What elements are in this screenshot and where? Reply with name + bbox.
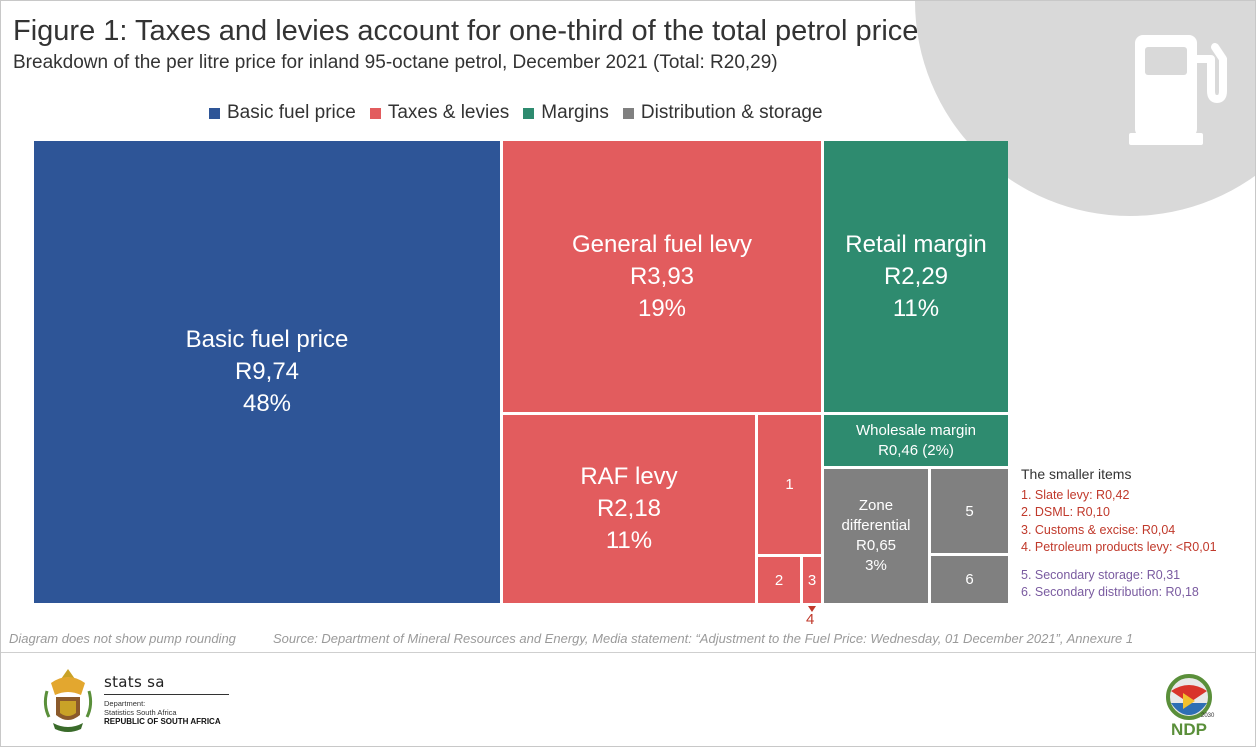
chart-title: Figure 1: Taxes and levies account for o… [13, 15, 919, 47]
tile-label: RAF levy [580, 463, 678, 490]
tile-raf-levy: RAF levy R2,18 11% [503, 415, 755, 603]
tile-label: Basic fuel price [185, 326, 349, 353]
legend: Basic fuel price Taxes & levies Margins … [209, 102, 823, 124]
tile-number: 3 [807, 571, 817, 589]
tile-customs-excise: 3 [803, 557, 821, 603]
smaller-items-heading: The smaller items [1021, 466, 1132, 482]
tile-dsml: 2 [758, 557, 800, 603]
tile-general-fuel-levy: General fuel levy R3,93 19% [503, 141, 821, 412]
stats-sa-name: stats sa [104, 673, 165, 691]
tile-value: R0,46 (2%) [878, 441, 954, 459]
coat-of-arms-icon [43, 669, 93, 732]
logo-rule [104, 694, 229, 695]
legend-label: Basic fuel price [227, 102, 356, 123]
tile-secondary-storage: 5 [931, 469, 1008, 553]
rounding-note: Diagram does not show pump rounding [9, 631, 236, 646]
stats-sa-logo: stats sa Department: Statistics South Af… [104, 673, 244, 727]
smaller-item: 6. Secondary distribution: R0,18 [1021, 585, 1199, 599]
tile-wholesale-margin: Wholesale margin R0,46 (2%) [824, 415, 1008, 466]
list-spacer [1021, 557, 1217, 567]
tile-percent: 48% [242, 390, 292, 417]
ndp-2030-logo: 2030 NDP [1166, 674, 1215, 739]
smaller-item: 2. DSML: R0,10 [1021, 505, 1110, 519]
legend-swatch [523, 107, 535, 119]
tile-slate-levy: 1 [758, 415, 821, 554]
tile-label: Retail margin [845, 230, 987, 258]
petroleum-levy-marker: 4 [806, 611, 815, 628]
tile-percent: 3% [865, 557, 887, 574]
tile-percent: 11% [892, 294, 940, 322]
pointer-arrow-icon [808, 606, 816, 612]
legend-label: Margins [541, 102, 609, 123]
legend-item-margins: Margins [523, 102, 609, 124]
smaller-item: 4. Petroleum products levy: <R0,01 [1021, 540, 1217, 554]
fuel-pump-icon [1129, 35, 1227, 145]
smaller-item: 5. Secondary storage: R0,31 [1021, 567, 1181, 582]
legend-item-taxes-levies: Taxes & levies [369, 102, 510, 124]
tile-basic-fuel-price: Basic fuel price R9,74 48% [34, 141, 500, 603]
tile-number: 2 [774, 571, 784, 589]
tile-value: R9,74 [234, 358, 300, 385]
smaller-items-list: The smaller items 1. Slate levy: R0,42 2… [1021, 466, 1217, 602]
department-name: Statistics South Africa [104, 708, 177, 717]
tile-label: Zone [858, 497, 894, 514]
tile-number: 1 [785, 476, 794, 493]
republic-label: REPUBLIC OF SOUTH AFRICA [104, 717, 221, 726]
tile-label: differential [841, 517, 911, 534]
tile-value: R2,29 [883, 262, 949, 290]
tile-percent: 19% [637, 294, 687, 322]
smaller-item: 3. Customs & excise: R0,04 [1021, 522, 1176, 537]
legend-swatch [369, 107, 381, 119]
legend-swatch [209, 107, 220, 119]
legend-item-distribution-storage: Distribution & storage [622, 102, 823, 124]
tile-value: R0,65 [855, 537, 897, 554]
treemap: Basic fuel price R9,74 48% General fuel … [1, 1, 1255, 641]
tile-percent: 11% [605, 527, 653, 554]
tile-value: R2,18 [596, 495, 662, 522]
legend-swatch [622, 107, 634, 119]
source-note: Source: Department of Mineral Resources … [273, 631, 1134, 646]
tile-secondary-distribution: 6 [931, 556, 1008, 603]
tile-retail-margin: Retail margin R2,29 11% [824, 141, 1008, 412]
legend-label: Taxes & levies [387, 102, 510, 123]
tile-label: General fuel levy [571, 230, 753, 258]
footer-divider [1, 652, 1255, 653]
smaller-item: 1. Slate levy: R0,42 [1021, 487, 1130, 502]
tile-zone-differential: Zone differential R0,65 3% [824, 469, 928, 603]
ndp-year: 2030 [1201, 713, 1215, 719]
legend-label: Distribution & storage [640, 102, 823, 123]
tile-label: Wholesale margin [855, 421, 977, 439]
legend-item-basic-fuel-price: Basic fuel price [209, 102, 356, 124]
department-label: Department: [104, 699, 146, 708]
tile-value: R3,93 [629, 262, 695, 290]
chart-subtitle: Breakdown of the per litre price for inl… [13, 52, 778, 73]
ndp-text: NDP [1171, 720, 1207, 739]
tile-number: 6 [965, 571, 974, 588]
tile-number: 5 [965, 502, 974, 520]
